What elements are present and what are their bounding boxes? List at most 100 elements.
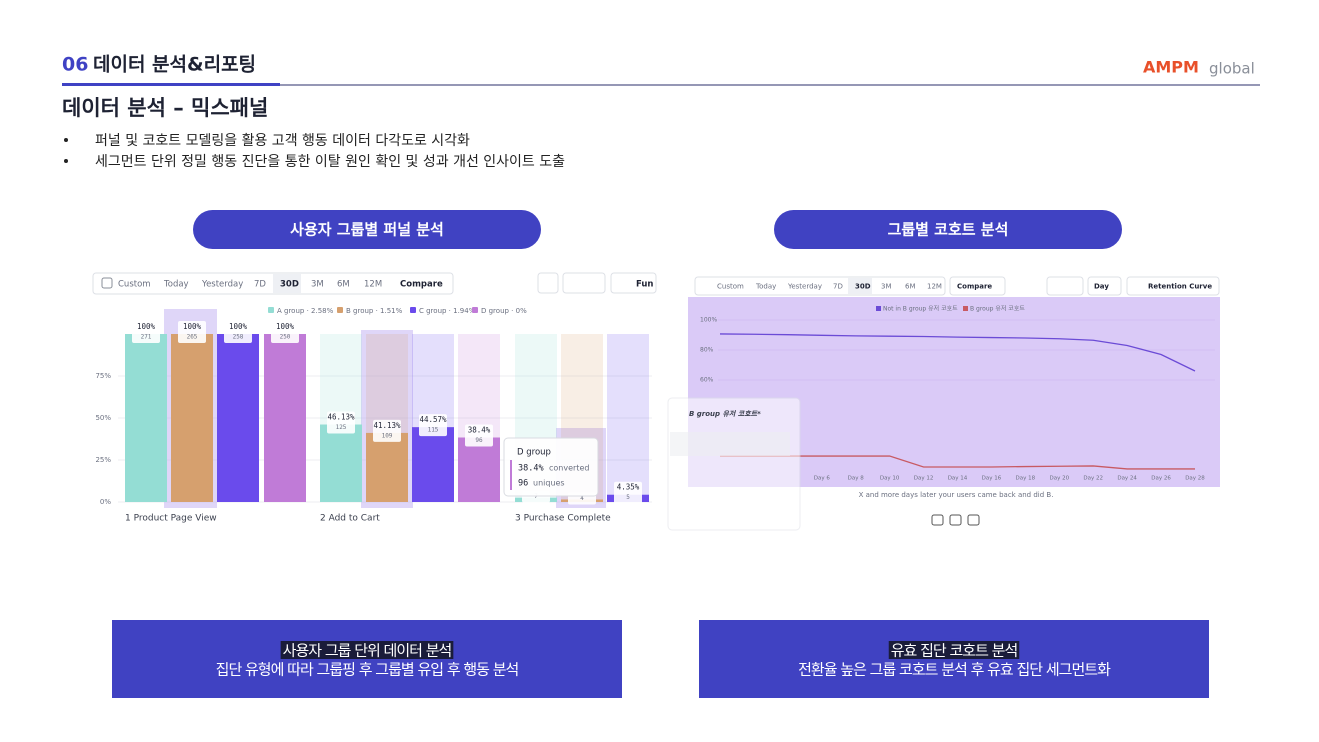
calendar-icon bbox=[101, 277, 113, 289]
bar-count-label: 4 bbox=[580, 495, 584, 502]
toolbar-frame bbox=[949, 276, 1006, 296]
toolbar-item: 30D bbox=[855, 283, 871, 291]
bar bbox=[264, 334, 306, 502]
toolbar-item: Today bbox=[755, 283, 776, 291]
tooltip-count: 96 bbox=[518, 479, 528, 489]
icon-button bbox=[537, 272, 559, 294]
toolbar-active bbox=[273, 274, 301, 293]
legend-label: B group 유저 코호트 bbox=[970, 305, 1025, 313]
step-label: 2 Add to Cart bbox=[320, 514, 380, 524]
summary-text: 전환율 높은 그룹 코호트 분석 후 유효 집단 세그먼트화 bbox=[798, 661, 1111, 679]
toolbar-item: Yesterday bbox=[787, 283, 822, 291]
panel-pill bbox=[193, 210, 541, 249]
tooltip-count-text: uniques bbox=[533, 479, 565, 488]
retention-line bbox=[719, 333, 1196, 372]
legend-label: C group · 1.94% bbox=[419, 307, 476, 315]
section-number: 06 bbox=[62, 54, 88, 76]
y-tick-label: 25% bbox=[95, 456, 111, 464]
bar-count-label: 7 bbox=[534, 493, 538, 500]
bar-count-label: 125 bbox=[336, 424, 347, 431]
x-tick-label: Day 10 bbox=[880, 476, 900, 482]
logo-suffix: global bbox=[1209, 60, 1255, 78]
toolbar-item: 6M bbox=[337, 280, 350, 290]
tooltip-rate: 38.4% bbox=[518, 464, 544, 474]
toolbar-item: 6M bbox=[905, 283, 916, 291]
toolbar-item: Custom bbox=[118, 280, 151, 290]
panel-pill bbox=[774, 210, 1122, 249]
bar-count-label: 96 bbox=[475, 437, 483, 444]
x-tick-label: Day 18 bbox=[1016, 476, 1036, 482]
bar bbox=[458, 437, 500, 502]
y-tick-label: 50% bbox=[95, 414, 111, 422]
bar-label-box bbox=[271, 321, 299, 343]
x-tick-label: Day 6 bbox=[814, 476, 831, 482]
toolbar-item: 7D bbox=[833, 283, 843, 291]
view-icon bbox=[931, 514, 944, 526]
tooltip-rate-text: converted bbox=[549, 464, 589, 473]
y-tick-label: 0% bbox=[100, 498, 111, 506]
bar-value-label: 44.57% bbox=[419, 415, 447, 424]
y-tick-label: 80% bbox=[700, 347, 714, 354]
bar-remainder bbox=[412, 334, 454, 428]
x-tick-label: Day 20 bbox=[1049, 476, 1069, 482]
bar-label-box bbox=[327, 411, 355, 434]
x-tick-label: Day 8 bbox=[848, 476, 865, 482]
bar-value-label: 46.13% bbox=[327, 413, 355, 422]
bar-count-label: 258 bbox=[233, 334, 244, 341]
legend-label: Not in B group 유저 코호트 bbox=[883, 305, 958, 313]
tooltip-group: D group bbox=[517, 448, 551, 458]
popup-row bbox=[670, 432, 790, 456]
icon-button bbox=[562, 272, 606, 294]
toolbar-item: Retention Curve bbox=[1148, 283, 1212, 291]
popup-card bbox=[667, 397, 801, 531]
bar-count-label: 109 bbox=[382, 432, 393, 439]
legend-swatch bbox=[268, 307, 274, 313]
bar bbox=[171, 334, 213, 502]
bar-label-box bbox=[614, 481, 642, 504]
legend-swatch bbox=[472, 307, 478, 313]
bar-remainder bbox=[458, 334, 500, 438]
legend-swatch bbox=[410, 307, 416, 313]
bullet-text: 세그먼트 단위 정밀 행동 진단을 통한 이탈 원인 확인 및 성과 개선 인사… bbox=[95, 154, 565, 170]
bar-label-box bbox=[224, 321, 252, 343]
summary-text: 집단 유형에 따라 그룹핑 후 그룹별 유입 후 행동 분석 bbox=[216, 661, 519, 679]
toolbar-frame bbox=[1126, 276, 1220, 296]
chart-caption: X and more days later your users came ba… bbox=[859, 491, 1054, 499]
view-icon bbox=[967, 514, 980, 526]
summary-heading: 유효 집단 코호트 분석 bbox=[891, 642, 1018, 660]
panel-label: 그룹별 코호트 분석 bbox=[888, 221, 1009, 239]
y-tick-label: 75% bbox=[95, 372, 111, 380]
bar-label-box bbox=[178, 321, 206, 343]
toolbar-item: 3M bbox=[881, 283, 892, 291]
bar-count-label: 250 bbox=[280, 334, 291, 341]
bar-label-box bbox=[373, 419, 401, 442]
x-tick-label: Day 16 bbox=[982, 476, 1002, 482]
bar-value-label: 41.13% bbox=[373, 421, 401, 430]
bar-value-label: 100% bbox=[229, 322, 248, 331]
legend-label: A group · 2.58% bbox=[277, 307, 334, 315]
bullet-dot bbox=[64, 138, 68, 142]
toolbar-item: 30D bbox=[280, 280, 299, 290]
legend-swatch bbox=[876, 306, 881, 311]
toolbar-frame bbox=[92, 272, 454, 295]
funnel-screenshot: Custom Today Yesterday 7D 30D 3M 6M 12M Compare F… bbox=[92, 268, 657, 530]
bar bbox=[217, 334, 259, 502]
legend-label: D group · 0% bbox=[481, 307, 527, 315]
bar-label-box bbox=[132, 321, 160, 343]
icon-button bbox=[610, 272, 657, 294]
bar-count-label: 115 bbox=[428, 427, 439, 434]
bar bbox=[412, 427, 454, 502]
x-tick-label: Day 28 bbox=[1185, 476, 1205, 482]
y-tick-label: 100% bbox=[700, 317, 717, 324]
bullet-text: 퍼널 및 코호트 모델링을 활용 고객 행동 데이터 다각도로 시각화 bbox=[95, 133, 470, 149]
logo-brand: AMPM bbox=[1143, 58, 1199, 77]
toolbar-item: Compare bbox=[400, 280, 443, 290]
x-tick-label: Day 26 bbox=[1151, 476, 1171, 482]
toolbar-active bbox=[848, 278, 872, 294]
tooltip-accent bbox=[510, 460, 512, 490]
toolbar-item: Day bbox=[1094, 283, 1109, 291]
bar bbox=[320, 424, 362, 502]
heading-highlight bbox=[888, 641, 1020, 659]
